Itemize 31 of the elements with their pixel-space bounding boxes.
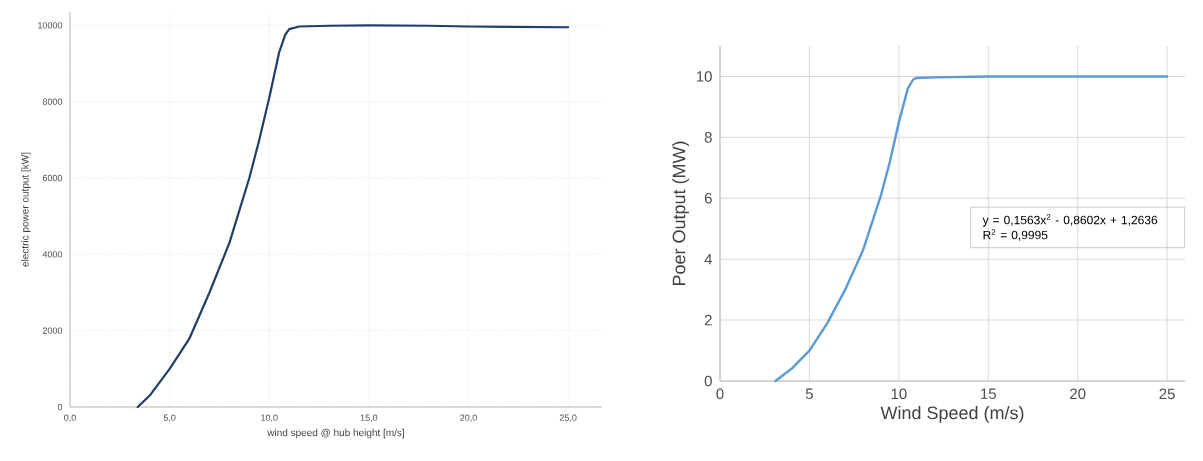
x-tick-label: 20,0 — [460, 414, 477, 422]
annotation: y = 0,1563x$^{2}$ - 0,8602x + 1,2636 — [982, 214, 1158, 227]
y-tick-label: 8000 — [42, 98, 63, 105]
y-tick-label: 2 — [704, 314, 712, 326]
x-tick-label: 25,0 — [559, 414, 577, 422]
line-series — [136, 24, 570, 409]
x-tick-label: 10,0 — [261, 414, 278, 422]
y-tick-label: 6 — [704, 192, 712, 204]
y-tick-label: 8 — [704, 132, 712, 143]
x-axis-title: wind speed @ hub height [m/s] — [267, 428, 404, 439]
y-tick-label: 4000 — [42, 251, 63, 258]
x-tick-label: 15,0 — [360, 414, 378, 422]
x-tick-label: 5,0 — [163, 414, 176, 422]
x-tick-label: 10 — [891, 388, 907, 400]
x-tick-label: 20 — [1070, 388, 1086, 400]
y-tick-label: 6000 — [42, 174, 63, 182]
x-axis-title: Wind Speed (m/s) — [880, 406, 1024, 423]
y-tick-label: 0 — [57, 403, 63, 411]
y-axis-title: electric power output [kW] — [21, 152, 31, 267]
x-tick-label: 0 — [716, 388, 724, 400]
annotation: R$^{2}$ = 0,9995 — [983, 229, 1048, 241]
y-tick-label: 2000 — [42, 327, 63, 334]
x-tick-label: 15 — [981, 388, 996, 399]
x-tick-label: 5 — [805, 388, 813, 399]
y-tick-label: 10 — [696, 71, 712, 82]
x-tick-label: 25 — [1159, 388, 1175, 400]
y-tick-label: 4 — [704, 254, 713, 265]
y-tick-label: 10000 — [38, 22, 63, 29]
x-tick-label: 0,0 — [64, 414, 76, 422]
y-tick-label: 0 — [704, 375, 712, 387]
y-axis-title: Poer Output (MW) — [672, 141, 689, 286]
